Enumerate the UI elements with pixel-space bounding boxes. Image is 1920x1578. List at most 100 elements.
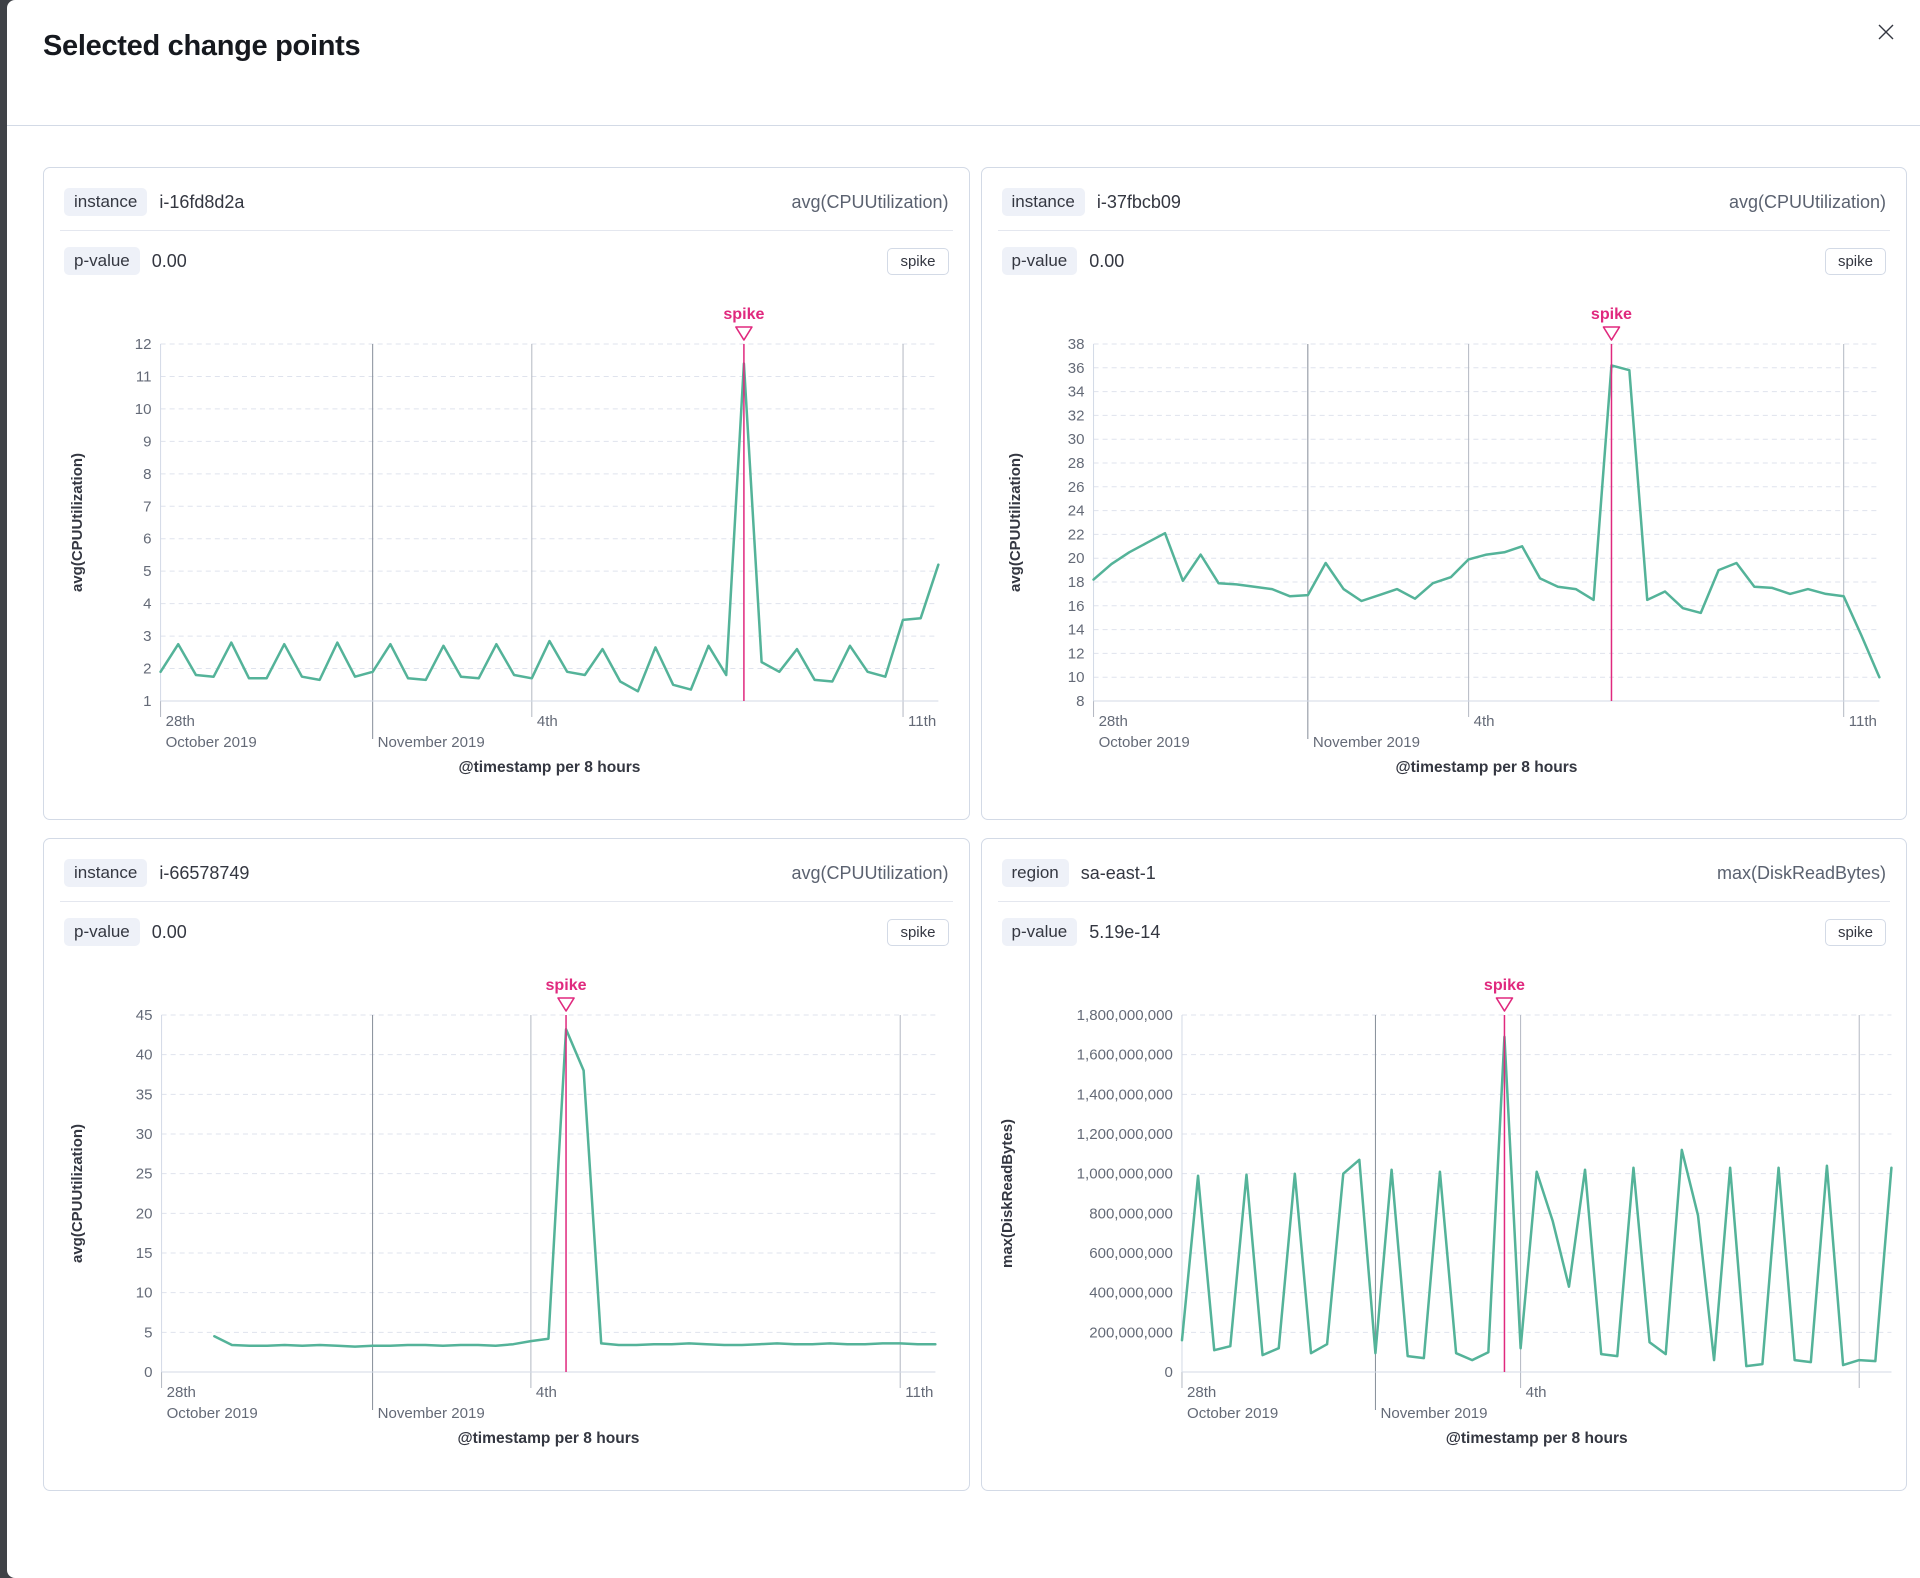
close-icon[interactable] [1870,16,1902,48]
split-field-value: i-37fbcb09 [1096,191,1181,212]
split-field-value: sa-east-1 [1080,862,1156,883]
svg-text:8: 8 [1076,693,1084,710]
svg-text:34: 34 [1067,384,1084,401]
svg-text:400,000,000: 400,000,000 [1089,1285,1173,1302]
svg-text:avg(CPUUtilization): avg(CPUUtilization) [69,1124,86,1263]
svg-text:November 2019: November 2019 [1380,1405,1487,1422]
pvalue-value: 5.19e-14 [1089,921,1161,942]
svg-text:36: 36 [1067,360,1084,377]
pvalue-value: 0.00 [1089,250,1125,271]
change-point-card: instance i-16fd8d2a avg(CPUUtilization) … [43,167,970,820]
svg-text:18: 18 [1067,574,1084,591]
svg-text:@timestamp per 8 hours: @timestamp per 8 hours [457,1430,639,1447]
svg-text:7: 7 [143,498,151,515]
change-point-chart[interactable]: 1,800,000,000 1,600,000,000 1,400,000,000 1… [982,969,1907,1449]
change-point-chart[interactable]: 45 40 35 30 25 20 15 10 5 0 28th October 2019 Novemb… [44,969,969,1449]
pvalue-value: 0.00 [151,921,187,942]
svg-text:November 2019: November 2019 [1312,734,1419,751]
card-divider [997,230,1890,231]
svg-text:10: 10 [135,401,152,418]
svg-text:28th: 28th [1186,1384,1215,1401]
line-chart-svg: 12 11 10 9 8 7 6 5 4 3 2 1 28th October 2019 November … [69,305,940,776]
modal-header: Selected change points [7,0,1920,126]
split-field-badge: instance [64,858,148,888]
metric-label: avg(CPUUtilization) [791,862,949,883]
card-stats-row: p-value 0.00 spike [64,244,949,278]
card-header-row: instance i-66578749 avg(CPUUtilization) [64,855,949,891]
svg-text:45: 45 [136,1007,153,1024]
change-point-chart[interactable]: 12 11 10 9 8 7 6 5 4 3 2 1 28th October 2019 November … [44,298,969,778]
split-field-badge: instance [64,187,148,217]
card-stats-row: p-value 5.19e-14 spike [1001,915,1886,949]
svg-text:800,000,000: 800,000,000 [1089,1205,1173,1222]
svg-text:November 2019: November 2019 [378,734,485,751]
change-point-card: region sa-east-1 max(DiskReadBytes) p-va… [980,838,1907,1491]
svg-text:3: 3 [143,628,151,645]
svg-text:30: 30 [1067,431,1084,448]
pvalue-badge: p-value [64,917,140,947]
card-header-row: instance i-37fbcb09 avg(CPUUtilization) [1001,184,1886,220]
svg-text:26: 26 [1067,479,1084,496]
svg-text:4th: 4th [536,1384,557,1401]
modal-title: Selected change points [43,30,361,62]
change-type-badge: spike [887,918,949,946]
svg-text:spike: spike [723,305,764,323]
change-point-chart[interactable]: 38 36 34 32 30 28 26 24 22 20 18 16 14 12 10 8 28th Octob… [982,298,1907,778]
svg-text:14: 14 [1067,622,1084,639]
svg-text:24: 24 [1067,503,1084,520]
svg-text:28: 28 [1067,455,1084,472]
svg-text:10: 10 [136,1285,153,1302]
card-header-row: instance i-16fd8d2a avg(CPUUtilization) [64,184,949,220]
svg-text:1,000,000,000: 1,000,000,000 [1076,1166,1172,1183]
svg-text:avg(CPUUtilization): avg(CPUUtilization) [69,453,86,592]
split-field-badge: region [1001,858,1069,888]
pvalue-badge: p-value [64,246,140,276]
change-points-modal: Selected change points instance i-16fd8d… [7,0,1920,1578]
metric-label: max(DiskReadBytes) [1716,862,1886,883]
svg-text:1,800,000,000: 1,800,000,000 [1076,1007,1172,1024]
line-chart-svg: 38 36 34 32 30 28 26 24 22 20 18 16 14 12 10 8 28th Octob… [1007,305,1881,776]
svg-text:October 2019: October 2019 [1186,1405,1277,1422]
line-chart-svg: 45 40 35 30 25 20 15 10 5 0 28th October 2019 Novemb… [69,976,937,1447]
change-point-grid: instance i-16fd8d2a avg(CPUUtilization) … [7,126,1920,1491]
svg-text:15: 15 [136,1245,153,1262]
metric-label: avg(CPUUtilization) [1728,191,1886,212]
svg-text:5: 5 [144,1324,152,1341]
svg-text:4th: 4th [1473,713,1494,730]
card-stats-row: p-value 0.00 spike [64,915,949,949]
svg-text:600,000,000: 600,000,000 [1089,1245,1173,1262]
svg-text:12: 12 [1067,645,1084,662]
svg-text:1: 1 [143,693,151,710]
svg-text:October 2019: October 2019 [166,734,257,751]
change-point-card: instance i-66578749 avg(CPUUtilization) … [43,838,970,1491]
card-divider [997,901,1890,902]
svg-text:4: 4 [143,596,151,613]
pvalue-badge: p-value [1001,917,1078,947]
line-chart-svg: 1,800,000,000 1,600,000,000 1,400,000,000 1… [999,976,1893,1447]
svg-text:11th: 11th [905,1384,933,1401]
card-stats-row: p-value 0.00 spike [1001,244,1886,278]
svg-text:1,200,000,000: 1,200,000,000 [1076,1126,1172,1143]
svg-text:22: 22 [1067,526,1084,543]
svg-text:@timestamp per 8 hours: @timestamp per 8 hours [1395,759,1577,776]
svg-text:spike: spike [546,976,587,994]
svg-text:4th: 4th [537,713,558,730]
svg-text:16: 16 [1067,598,1084,615]
split-field-value: i-16fd8d2a [159,191,245,212]
svg-text:8: 8 [143,466,151,483]
svg-text:32: 32 [1067,407,1084,424]
change-type-badge: spike [887,247,949,275]
svg-text:28th: 28th [167,1384,196,1401]
change-point-card: instance i-37fbcb09 avg(CPUUtilization) … [980,167,1907,820]
svg-text:200,000,000: 200,000,000 [1089,1324,1173,1341]
svg-text:max(DiskReadBytes): max(DiskReadBytes) [999,1119,1016,1268]
svg-text:October 2019: October 2019 [167,1405,258,1422]
pvalue-value: 0.00 [151,250,187,271]
svg-text:0: 0 [144,1364,152,1381]
split-field-badge: instance [1001,187,1085,217]
svg-text:1,600,000,000: 1,600,000,000 [1076,1047,1172,1064]
svg-text:30: 30 [136,1126,153,1143]
card-header-row: region sa-east-1 max(DiskReadBytes) [1001,855,1886,891]
pvalue-badge: p-value [1001,246,1078,276]
svg-text:35: 35 [136,1086,153,1103]
